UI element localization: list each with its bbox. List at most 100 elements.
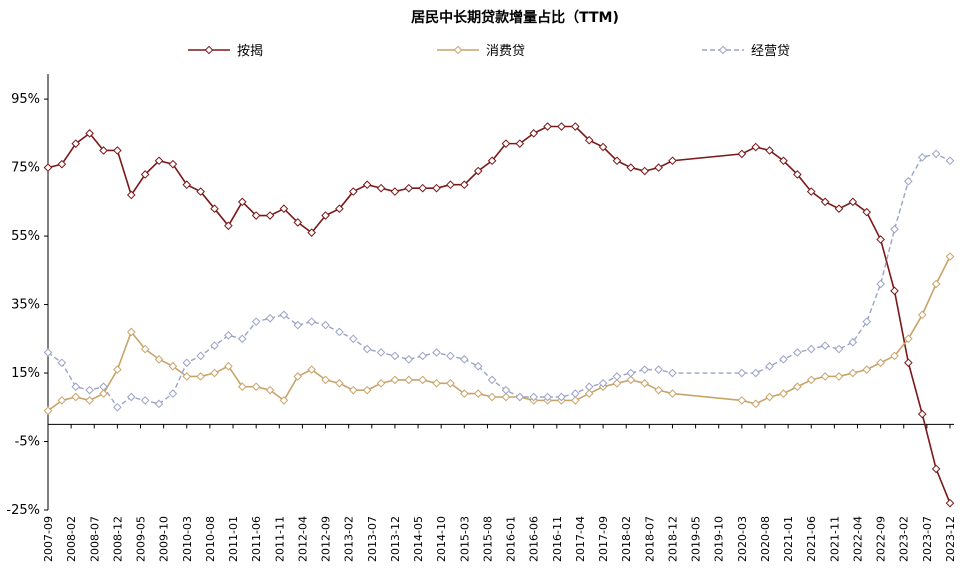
data-point — [890, 224, 899, 234]
data-point — [182, 358, 192, 368]
data-point — [571, 122, 580, 131]
data-point — [404, 355, 414, 364]
data-point — [348, 385, 358, 395]
data-point — [571, 389, 580, 398]
x-tick-label: 2021-01 — [782, 516, 795, 562]
x-tick-label: 2020-08 — [759, 516, 772, 562]
data-point — [571, 396, 580, 405]
data-point — [140, 170, 150, 179]
data-point — [210, 368, 219, 378]
data-point — [321, 375, 330, 385]
legend-label: 经营贷 — [751, 44, 790, 59]
data-point — [460, 389, 469, 398]
data-point — [307, 317, 316, 326]
data-point — [293, 218, 303, 227]
data-point — [917, 153, 927, 162]
x-tick-label: 2014-05 — [412, 516, 425, 562]
x-tick-label: 2018-07 — [643, 516, 656, 562]
data-point — [446, 379, 455, 388]
data-point — [737, 149, 747, 159]
data-point — [376, 348, 386, 357]
data-point — [765, 392, 774, 402]
data-point — [196, 351, 205, 361]
data-point — [626, 375, 636, 385]
data-point — [584, 382, 594, 392]
data-point — [113, 365, 122, 374]
data-point — [668, 156, 677, 166]
data-point — [335, 379, 344, 388]
data-point — [237, 382, 247, 392]
data-point — [390, 375, 400, 385]
data-point — [362, 385, 372, 395]
data-point — [99, 146, 108, 155]
data-point — [779, 389, 788, 398]
x-tick-label: 2018-02 — [620, 516, 633, 562]
data-point — [640, 166, 650, 176]
x-tick-label: 2015-08 — [481, 516, 494, 562]
data-point — [85, 396, 94, 405]
data-point — [43, 163, 53, 172]
data-point — [210, 204, 219, 213]
data-point — [113, 402, 122, 412]
data-point — [390, 351, 400, 361]
chart-title: 居民中长期贷款增量占比（TTM) — [411, 9, 619, 26]
y-tick-label: 95% — [11, 92, 40, 107]
x-tick-label: 2022-09 — [875, 516, 888, 562]
data-point — [57, 358, 67, 368]
data-point — [362, 344, 372, 354]
data-point — [43, 348, 53, 357]
data-point — [904, 176, 913, 186]
x-tick-label: 2014-10 — [435, 516, 448, 562]
data-point — [196, 187, 205, 196]
data-point — [820, 372, 830, 381]
data-point — [404, 375, 414, 385]
data-point — [182, 372, 192, 381]
data-point — [820, 341, 830, 350]
data-point — [612, 372, 622, 381]
data-point — [917, 310, 927, 320]
legend-marker — [204, 45, 214, 55]
data-point — [626, 163, 636, 172]
data-point — [140, 344, 150, 354]
data-point — [473, 166, 483, 176]
data-point — [501, 139, 511, 148]
data-point — [765, 146, 774, 155]
x-tick-label: 2019-10 — [713, 516, 726, 562]
data-point — [237, 334, 247, 344]
data-point — [751, 368, 761, 378]
series-2 — [43, 252, 955, 416]
data-point — [848, 368, 858, 378]
legend-marker — [718, 45, 728, 55]
data-point — [362, 180, 372, 190]
legend-label: 消费贷 — [486, 44, 525, 59]
data-point — [43, 406, 53, 416]
data-point — [460, 355, 469, 364]
data-point — [85, 129, 94, 138]
data-point — [862, 365, 872, 374]
data-point — [279, 396, 289, 405]
data-point — [307, 365, 316, 374]
data-point — [668, 389, 677, 398]
data-point — [793, 170, 802, 179]
data-point — [848, 197, 858, 207]
data-point — [598, 142, 608, 152]
data-point — [279, 310, 289, 320]
plot-area: -25% -5% 15% 35% 55% 75% 95% 2007-09 2008-02 2008… — [6, 74, 957, 562]
data-point — [876, 235, 885, 244]
data-point — [668, 368, 677, 378]
x-tick-label: 2013-07 — [366, 516, 379, 562]
data-point — [71, 139, 81, 148]
data-point — [515, 139, 525, 148]
x-tick-label: 2009-05 — [135, 516, 148, 562]
data-point — [224, 361, 233, 371]
data-point — [113, 146, 122, 155]
data-point — [251, 382, 261, 392]
data-point — [834, 204, 844, 213]
data-point — [321, 320, 330, 330]
data-point — [654, 385, 663, 395]
data-point — [140, 396, 150, 405]
x-tick-label: 2008-12 — [111, 516, 124, 562]
x-tick-label: 2012-04 — [296, 516, 309, 562]
data-point — [473, 361, 483, 371]
data-point — [557, 392, 566, 402]
